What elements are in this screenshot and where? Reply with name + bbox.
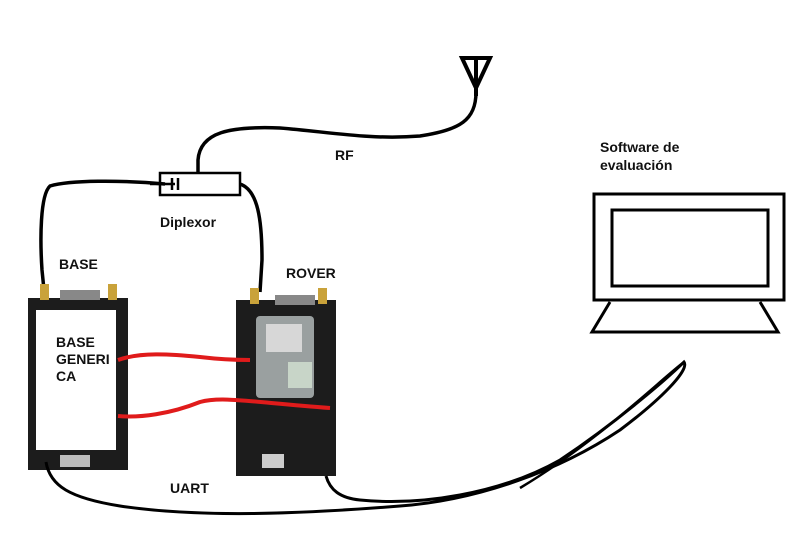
uart-label: UART <box>170 480 209 496</box>
base-antenna-cable <box>39 179 166 291</box>
base-generic-line-3: CA <box>56 368 77 384</box>
base-generic-label: BASE GENERI CA <box>56 334 110 385</box>
diplexor-label: Diplexor <box>160 214 217 230</box>
rover-antenna-cable <box>239 182 264 293</box>
signal-wire-2 <box>117 397 331 419</box>
rover-label: ROVER <box>286 265 336 281</box>
signal-wire-1 <box>117 352 251 362</box>
antenna-icon <box>458 56 494 96</box>
uart-cable <box>44 359 687 516</box>
uart-cable-2 <box>519 361 685 490</box>
base-label: BASE <box>59 256 98 272</box>
base-board <box>28 284 128 470</box>
base-generic-line-1: BASE <box>56 334 95 350</box>
rf-label: RF <box>335 147 354 163</box>
rover-board <box>236 288 336 476</box>
software-label: Software de <box>600 139 680 155</box>
software-label-line2: evaluación <box>600 157 673 173</box>
base-generic-line-2: GENERI <box>56 351 110 367</box>
monitor-icon <box>589 192 786 334</box>
rf-cable <box>196 91 478 188</box>
